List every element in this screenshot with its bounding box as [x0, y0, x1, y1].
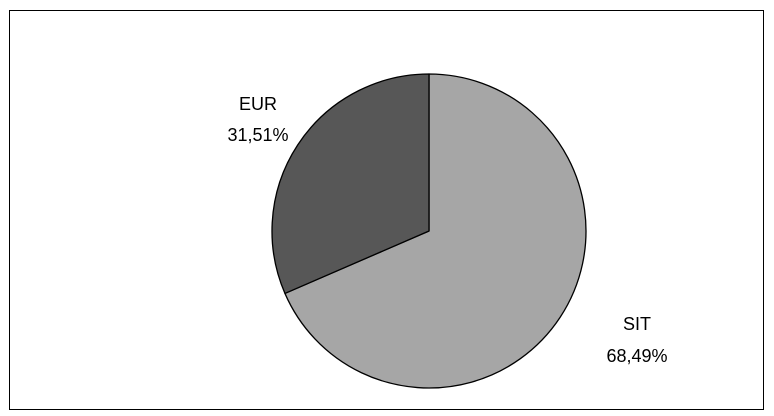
slice-label-sit-name: SIT — [623, 314, 651, 334]
slice-label-eur-value: 31,51% — [227, 125, 288, 145]
pie-slice-eur — [271, 73, 430, 295]
pie-slices — [271, 73, 587, 389]
slice-label-eur-name: EUR — [239, 94, 277, 114]
pie-slice-sit — [284, 73, 587, 389]
slice-label-sit-value: 68,49% — [606, 346, 667, 366]
